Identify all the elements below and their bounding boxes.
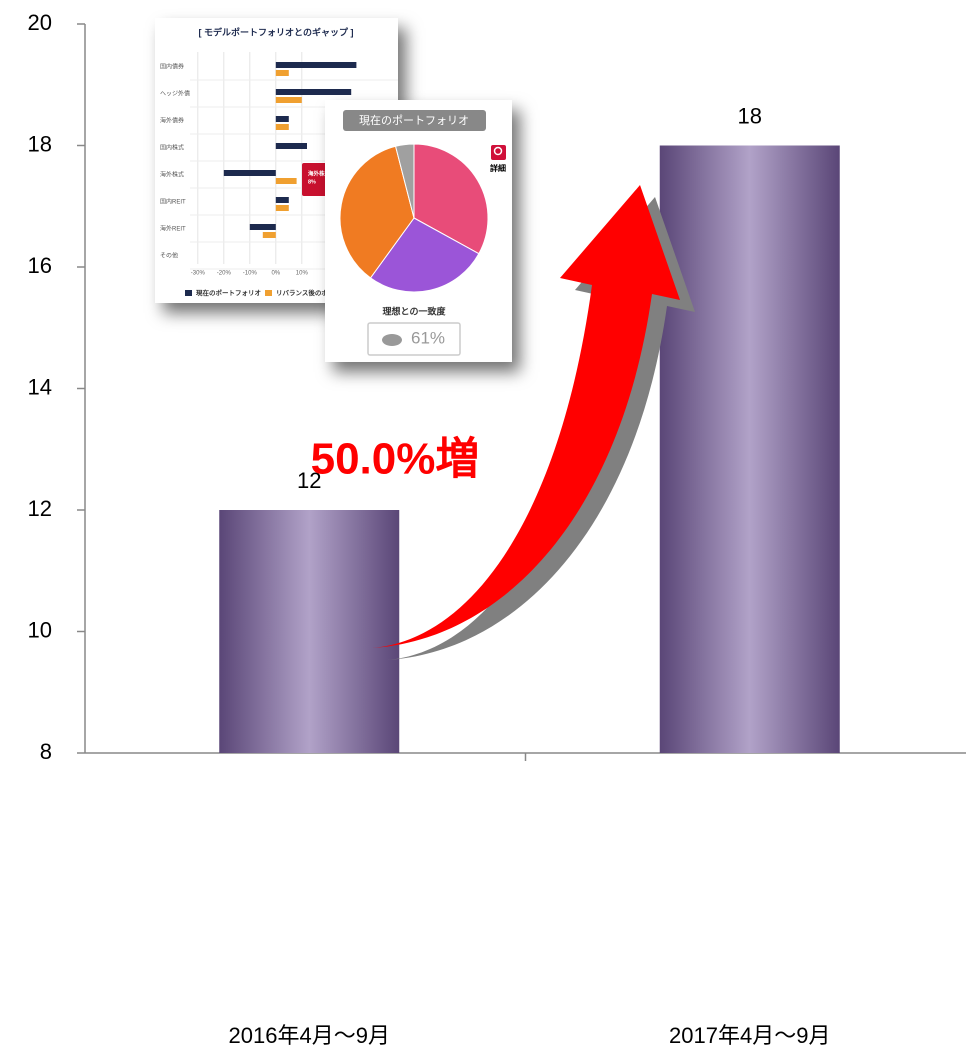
x-tick-label: 0% [271,271,280,277]
y-tick-label: 海外債券 [160,117,184,125]
bar [250,224,276,230]
y-tick-label: ヘッジ外債 [160,90,190,98]
bar [276,89,351,95]
tooltip-text: 8% [308,179,316,185]
y-tick-label: 海外REIT [160,225,186,233]
cloud-icon [382,334,402,346]
value-label: 18 [738,103,762,128]
y-tick-label: 8 [40,739,52,764]
bar [276,205,289,211]
title: 現在のポートフォリオ [359,114,469,127]
title: [ モデルポートフォリオとのギャップ ] [199,26,354,37]
bar [276,62,357,68]
y-tick-label: 国内株式 [160,144,184,152]
bar [276,124,289,130]
bar [276,116,289,122]
y-tick-label: 18 [28,131,52,156]
y-tick-label: 国内債券 [160,63,184,71]
y-tick-label: 12 [28,496,52,521]
x-tick-label: 2016年4月～9月 [229,1023,390,1048]
y-tick-label: 20 [28,10,52,35]
x-tick-label: -30% [191,271,206,277]
x-tick-label: 2017年4月～9月 [669,1023,830,1048]
x-tick-label: -10% [243,271,258,277]
y-tick-label: その他 [160,252,178,260]
bar [276,197,289,203]
bar [660,146,840,754]
legend-label: 現在のポートフォリオ [196,288,261,297]
bar [219,510,399,753]
bar [276,178,297,184]
x-tick-label: -20% [217,271,232,277]
bar [263,232,276,238]
y-tick-label: 国内REIT [160,198,186,206]
bar [276,143,307,149]
bar [224,170,276,176]
chart: 8101214161820122016年4月～9月182017年4月～9月 [ … [0,0,966,1057]
y-tick-label: 10 [28,617,52,642]
y-tick-label: 海外株式 [160,171,184,179]
legend-label: リバランス後のポ [276,288,328,297]
y-tick-label: 16 [28,253,52,278]
match-label: 理想との一致度 [383,305,447,316]
page: 8101214161820122016年4月～9月182017年4月～9月 [ … [0,0,966,1057]
match-value: 61% [411,328,445,347]
detail-button: 詳細 [490,163,506,173]
bar [276,97,302,103]
bar [276,70,289,76]
legend-swatch [265,290,272,296]
y-tick-label: 14 [28,374,52,399]
legend-swatch [185,290,192,296]
annotation: 50.0%増 [311,435,480,484]
x-tick-label: 10% [296,271,309,277]
